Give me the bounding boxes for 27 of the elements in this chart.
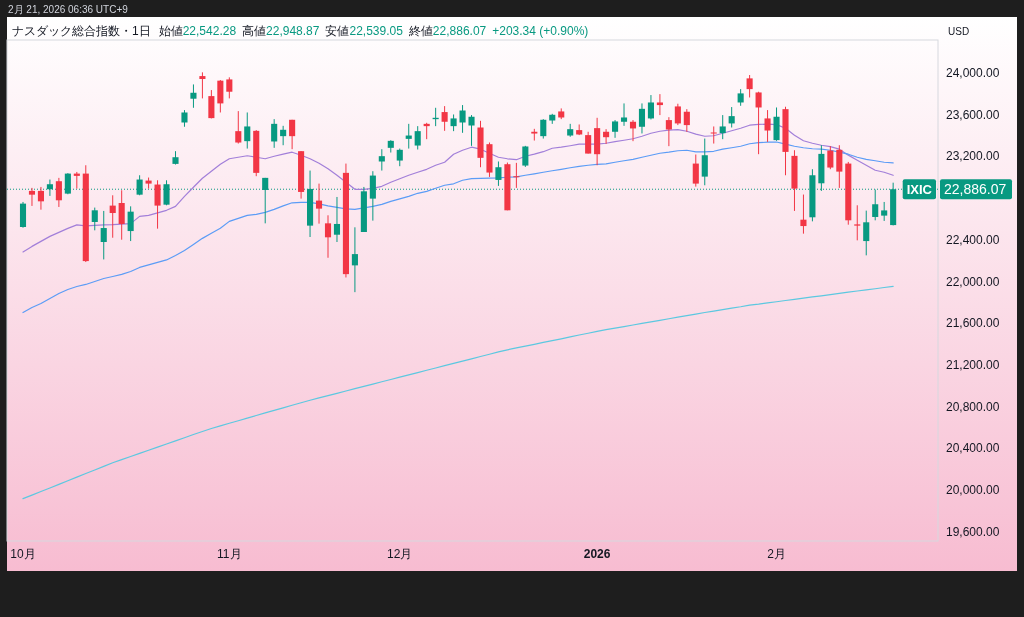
x-tick-label: 12月 [387,547,413,561]
y-tick-label: 21,600.00 [946,316,1000,331]
y-tick-label: 19,600.00 [946,524,1000,539]
line-series [22,141,894,314]
text: 安値22,539.05 [325,24,404,38]
y-tick-label: 21,200.00 [946,358,1000,373]
y-tick-label: 23,200.00 [946,149,1000,164]
text: 高値22,948.87 [242,24,320,38]
x-tick-label: 10月 [10,547,36,561]
x-tick-label: 2月 [767,547,786,561]
chart-title: ナスダック総合指数・1日 [12,24,151,38]
y-tick-label: 22,400.00 [946,232,1000,247]
ref-line-label: IXIC 22,886.07 [906,181,1007,198]
text: 始値22,542.28 [158,24,237,38]
text: +203.34 (+0.90%) [492,24,589,38]
y-tick-label: 24,000.00 [946,66,1000,81]
y-tick-label: 22,000.00 [946,274,1000,289]
x-tick-label: 2026 [583,547,611,561]
y-tick-label: 20,000.00 [946,483,1000,498]
y-tick-label: 23,600.00 [946,107,1000,122]
y-axis-title: USD [948,26,970,37]
y-tick-label: 20,400.00 [946,441,1000,456]
text: 終値22,886.07 [407,24,487,38]
text: 2月 21, 2026 06:36 UTC+9 [8,4,129,15]
line-series [22,285,894,500]
y-tick-label: 20,800.00 [946,399,1000,414]
x-tick-label: 11月 [217,547,242,561]
